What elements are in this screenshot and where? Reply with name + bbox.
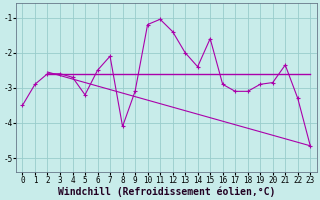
X-axis label: Windchill (Refroidissement éolien,°C): Windchill (Refroidissement éolien,°C) [58,186,275,197]
